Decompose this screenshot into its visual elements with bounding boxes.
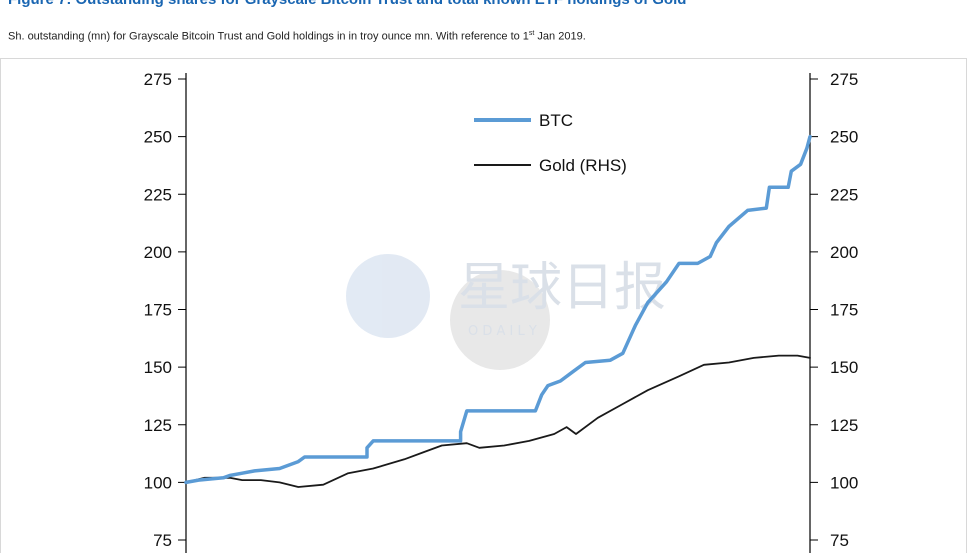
y-tick-label: 125 — [144, 416, 172, 435]
legend-label-btc: BTC — [539, 111, 573, 130]
y-tick-label: 175 — [144, 301, 172, 320]
y2-tick-label: 125 — [830, 416, 858, 435]
y-tick-label: 100 — [144, 473, 172, 492]
y2-tick-label: 225 — [830, 185, 858, 204]
axes: 75 100 125 150 175 200 225 250 275 75 100 125 150 175… — [144, 70, 858, 553]
y2-tick-label: 100 — [830, 473, 858, 492]
subtitle-text: Sh. outstanding (mn) for Grayscale Bitco… — [8, 30, 529, 43]
chart-frame — [0, 58, 967, 553]
y-tick-label: 250 — [144, 128, 172, 147]
y2-tick-label: 275 — [830, 70, 858, 89]
series-layer — [184, 134, 812, 488]
y2-tick-label: 175 — [830, 301, 858, 320]
y-tick-label: 150 — [144, 358, 172, 377]
subtitle-superscript: st — [528, 30, 535, 37]
watermark-subtext: O D A I L Y — [468, 324, 537, 339]
figure-subtitle: Sh. outstanding (mn) for Grayscale Bitco… — [8, 30, 586, 43]
watermark-text: 星球日报 — [458, 258, 666, 318]
y-tick-label: 225 — [144, 185, 172, 204]
y-tick-label: 200 — [144, 243, 172, 262]
figure-title: Figure 7: Outstanding shares for Graysca… — [8, 0, 686, 8]
watermark-logo-icon — [346, 254, 430, 338]
legend-label-gold: Gold (RHS) — [539, 156, 627, 175]
y2-tick-label: 200 — [830, 243, 858, 262]
legend: BTC Gold (RHS) — [474, 111, 627, 175]
y2-tick-label: 250 — [830, 128, 858, 147]
y-tick-label: 275 — [144, 70, 172, 89]
watermark-magnifier-icon — [450, 270, 550, 370]
series-line-gold — [185, 354, 811, 488]
y-tick-label: 75 — [153, 531, 172, 550]
y2-tick-label: 150 — [830, 358, 858, 377]
series-line-btc — [184, 134, 812, 485]
watermark: 星球日报 O D A I L Y — [346, 254, 666, 370]
y2-tick-label: 75 — [830, 531, 849, 550]
subtitle-text-end: Jan 2019. — [534, 30, 586, 43]
